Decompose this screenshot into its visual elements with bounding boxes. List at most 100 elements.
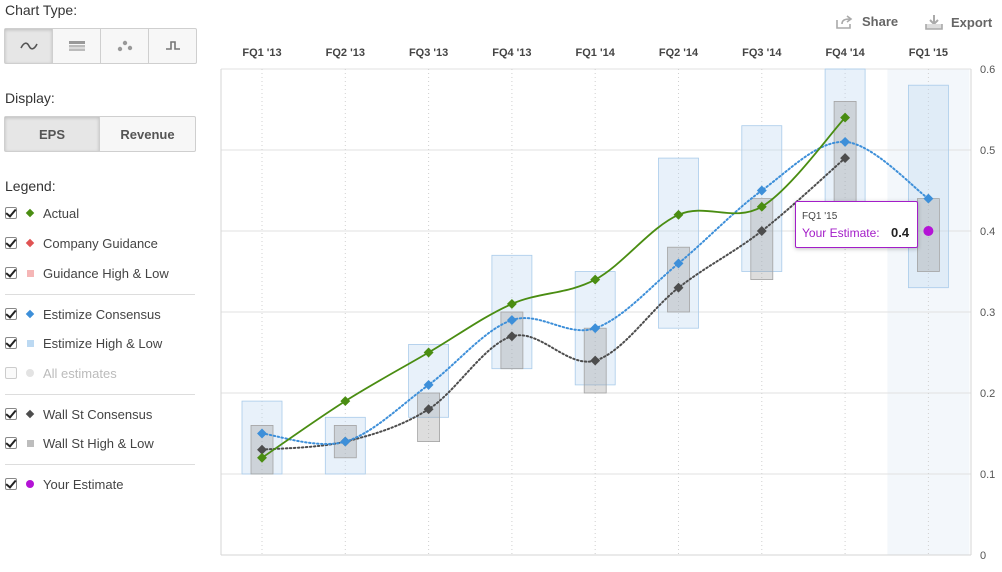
legend-divider: [5, 464, 195, 465]
share-button[interactable]: Share: [836, 14, 898, 29]
wall-st-consensus-line: [261, 157, 847, 451]
scatter-chart-button[interactable]: [101, 29, 149, 63]
share-label: Share: [862, 14, 899, 29]
y-tick-label: 0.2: [980, 388, 995, 400]
legend-divider: [5, 394, 195, 395]
estimize-consensus-point: [423, 379, 434, 390]
tooltip-label: Your Estimate:: [802, 226, 880, 240]
actual-point: [340, 396, 351, 407]
legend-label-your-estimate: Your Estimate: [43, 476, 124, 492]
checkbox[interactable]: [5, 437, 17, 449]
estimate-tooltip: FQ1 '15 Your Estimate: 0.4: [795, 201, 918, 248]
display-label: Display:: [5, 90, 55, 106]
actual-point: [423, 347, 434, 358]
legend-item-wall-st-consensus[interactable]: Wall St Consensus: [5, 406, 152, 422]
legend-label: Legend:: [5, 178, 56, 194]
legend-item-guidance-high-low[interactable]: Guidance High & Low: [5, 265, 169, 281]
wall-st-consensus-point: [506, 331, 517, 342]
share-icon: [836, 14, 853, 29]
x-tick-label: FQ4 '13: [492, 47, 531, 59]
actual-point: [840, 112, 851, 123]
wall-st-consensus-point: [423, 404, 434, 415]
y-tick-label: 0: [980, 550, 986, 562]
estimize-consensus-point: [257, 428, 267, 439]
square-marker-icon: [26, 339, 34, 347]
line-chart-icon: [19, 42, 38, 50]
actual-point: [257, 452, 267, 463]
legend-item-actual[interactable]: Actual: [5, 205, 79, 221]
y-tick-label: 0.3: [980, 307, 995, 319]
y-tick-label: 0.5: [980, 145, 995, 157]
export-button[interactable]: Export: [925, 14, 992, 30]
x-tick-label: FQ2 '13: [326, 47, 365, 59]
legend-item-wall-st-high-low[interactable]: Wall St High & Low: [5, 435, 154, 451]
x-tick-label: FQ1 '13: [242, 47, 281, 59]
wall-st-consensus-point: [590, 355, 601, 366]
estimize-consensus-point: [840, 136, 851, 147]
control-panel: Chart Type: Display: EPS Revenue Legend:…: [0, 0, 200, 572]
actual-point: [673, 209, 684, 220]
chart-type-group: [4, 28, 197, 64]
wall-st-consensus-point: [257, 444, 267, 455]
estimize-consensus-point: [673, 258, 684, 269]
legend-label-all-estimates: All estimates: [43, 365, 117, 381]
legend-item-your-estimate[interactable]: Your Estimate: [5, 476, 123, 492]
legend-item-estimize-high-low[interactable]: Estimize High & Low: [5, 335, 162, 351]
x-tick-label: FQ1 '15: [909, 47, 948, 59]
chart-type-label: Chart Type:: [5, 2, 78, 18]
legend-item-estimize-consensus[interactable]: Estimize Consensus: [5, 306, 161, 322]
export-label: Export: [951, 14, 993, 30]
x-tick-label: FQ2 '14: [659, 47, 699, 59]
wall-st-consensus-point: [840, 153, 851, 164]
checkbox[interactable]: [5, 207, 17, 219]
legend-item-all-estimates[interactable]: All estimates: [5, 365, 117, 381]
square-marker-icon: [26, 269, 34, 277]
estimize-consensus-point: [756, 185, 767, 196]
step-chart-button[interactable]: [149, 29, 196, 63]
your-estimate-point: [923, 226, 934, 236]
checkbox[interactable]: [5, 367, 17, 379]
tooltip-value: 0.4: [891, 225, 910, 240]
estimize-consensus-point: [340, 436, 351, 447]
y-tick-label: 0.6: [980, 64, 995, 76]
x-tick-label: FQ3 '13: [409, 47, 448, 59]
eps-button[interactable]: EPS: [5, 117, 100, 151]
estimize-range-box: [324, 416, 366, 475]
y-tick-label: 0.4: [980, 226, 995, 238]
dot-marker-icon: [26, 480, 34, 488]
x-tick-label: FQ3 '14: [742, 47, 782, 59]
checkbox[interactable]: [5, 237, 17, 249]
line-chart-button[interactable]: [5, 29, 53, 63]
checkbox[interactable]: [5, 478, 17, 490]
estimize-consensus-point: [923, 193, 934, 204]
legend-label-wall-st-high-low: Wall St High & Low: [43, 435, 154, 451]
wall-st-consensus-point: [673, 282, 684, 293]
scatter-icon: [117, 40, 132, 52]
legend-label-actual: Actual: [43, 205, 80, 221]
revenue-button[interactable]: Revenue: [120, 126, 175, 142]
checkbox[interactable]: [5, 337, 17, 349]
x-tick-label: FQ1 '14: [576, 47, 616, 59]
display-toggle: EPS Revenue: [4, 116, 196, 152]
legend-label-wall-st-consensus: Wall St Consensus: [43, 406, 153, 422]
legend-label-estimize-high-low: Estimize High & Low: [43, 335, 163, 351]
estimize-consensus-point: [506, 315, 517, 326]
table-chart-button[interactable]: [53, 29, 101, 63]
checkbox[interactable]: [5, 308, 17, 320]
actual-point: [590, 274, 601, 285]
dot-marker-icon: [26, 369, 34, 377]
x-tick-label: FQ4 '14: [825, 47, 865, 59]
legend-item-company-guidance[interactable]: Company Guidance: [5, 235, 158, 251]
actual-point: [756, 201, 767, 212]
step-chart-icon: [165, 41, 180, 50]
square-marker-icon: [26, 439, 34, 447]
download-icon: [925, 15, 943, 30]
wall-st-consensus-point: [756, 226, 767, 236]
checkbox[interactable]: [5, 408, 17, 420]
y-tick-label: 0.1: [980, 469, 995, 481]
estimize-consensus-point: [590, 323, 601, 334]
checkbox[interactable]: [5, 267, 17, 279]
tooltip-quarter: FQ1 '15: [802, 211, 838, 222]
legend-label-guidance-high-low: Guidance High & Low: [43, 265, 169, 281]
